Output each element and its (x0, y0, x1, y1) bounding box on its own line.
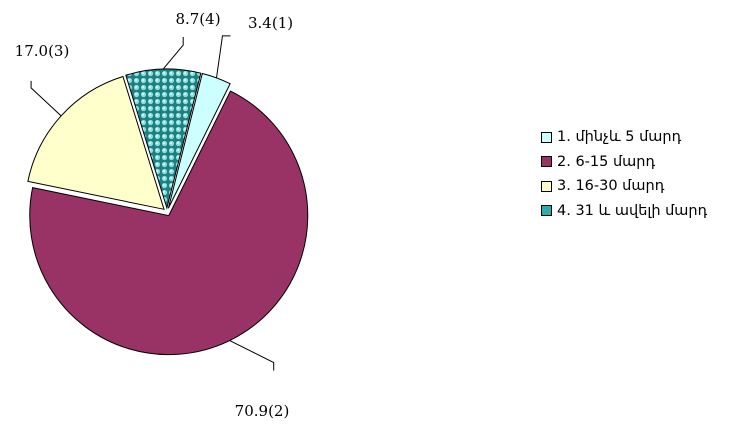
data-label-4: 8.7(4) (175, 10, 220, 28)
data-label-1: 3.4(1) (248, 14, 293, 32)
leader-line-3 (30, 80, 62, 117)
leader-line-4 (162, 37, 184, 70)
legend-swatch-4 (541, 205, 552, 217)
legend-item-3: 3. 16-30 մարդ (541, 174, 707, 199)
legend-swatch-2 (541, 156, 552, 168)
legend-item-1: 1. մինչև 5 մարդ (541, 125, 707, 150)
pie-slices (27, 68, 309, 356)
legend-item-2: 2. 6-15 մարդ (541, 150, 707, 175)
legend-label-2: 2. 6-15 մարդ (557, 153, 656, 170)
legend-label-4: 4. 31 և ավելի մարդ (557, 202, 708, 219)
legend-item-4: 4. 31 և ավելի մարդ (541, 199, 707, 224)
pie-slice-1 (167, 72, 231, 209)
legend-swatch-1 (541, 131, 552, 143)
legend-label-1: 1. մինչև 5 մարդ (557, 129, 682, 146)
leader-lines (30, 35, 275, 371)
pie-slice-2 (29, 90, 309, 356)
legend: 1. մինչև 5 մարդ 2. 6-15 մարդ 3. 16-30 մա… (541, 125, 707, 223)
data-labels: 8.7(4) 3.4(1) 70.9(2) 17.0(3) (15, 10, 293, 420)
leader-line-2 (229, 340, 275, 371)
pie-slice-3 (27, 75, 165, 210)
legend-swatch-3 (541, 180, 552, 192)
pie-slice-4 (125, 68, 202, 210)
legend-label-3: 3. 16-30 մարդ (557, 178, 665, 195)
leader-line-1 (216, 35, 231, 78)
data-label-2: 70.9(2) (235, 402, 290, 420)
data-label-3: 17.0(3) (15, 42, 70, 60)
